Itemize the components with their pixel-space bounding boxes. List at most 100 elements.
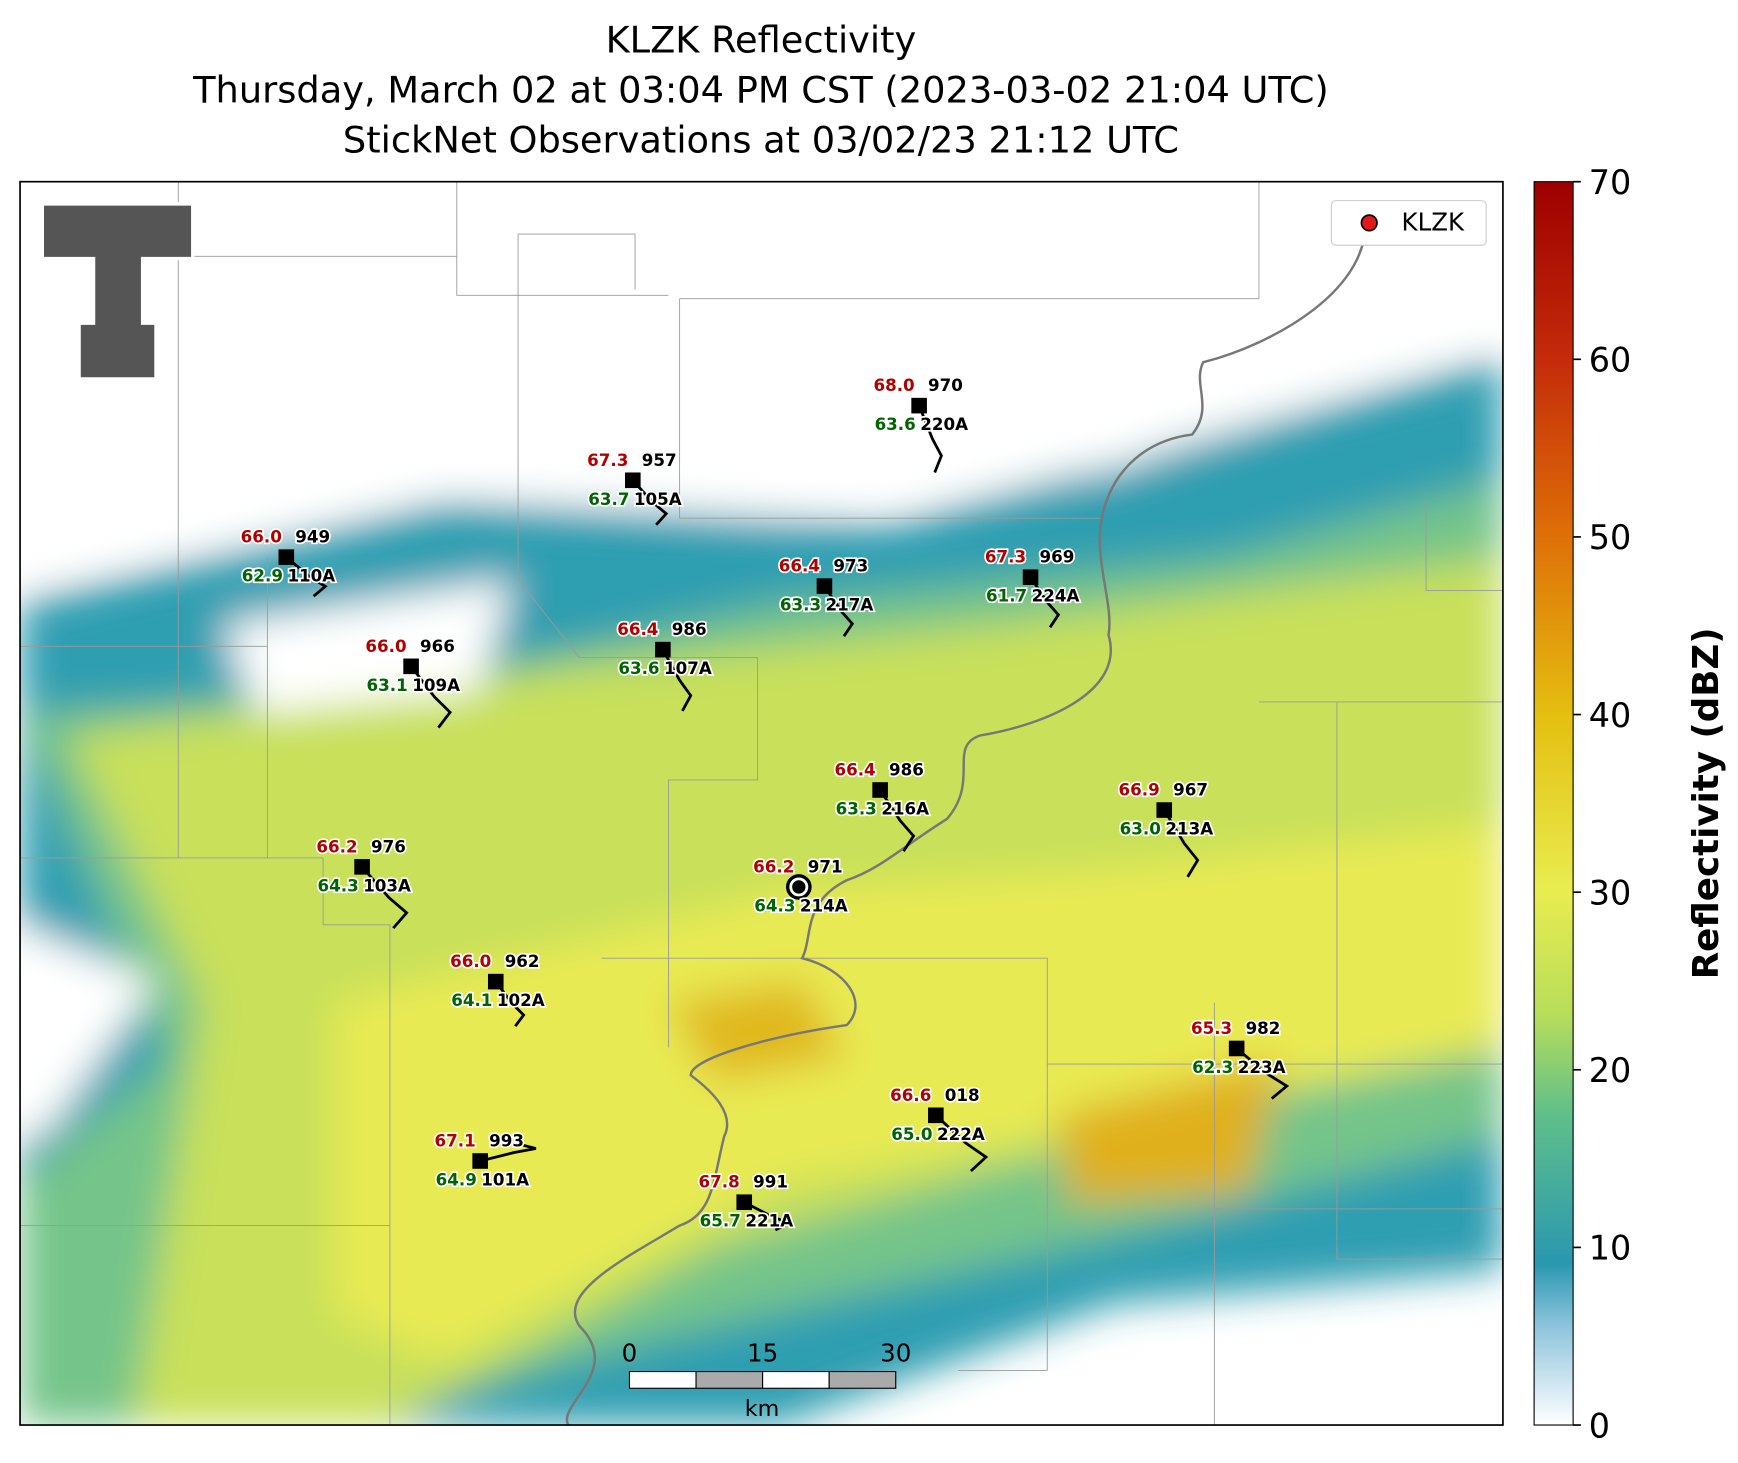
- station-marker: [354, 859, 370, 875]
- title: KLZK Reflectivity: [606, 18, 917, 61]
- temperature: 68.0: [873, 375, 914, 395]
- dewpoint: 65.7: [700, 1211, 741, 1231]
- station-id: 105A: [634, 489, 682, 509]
- temperature: 66.0: [450, 951, 491, 971]
- station-id: 110A: [287, 566, 335, 586]
- wind-barb: [743, 1200, 793, 1232]
- colorbar: [1533, 181, 1574, 1426]
- station-marker: [1228, 1040, 1245, 1057]
- wind-barb: [1163, 809, 1200, 878]
- colorbar-tick-label: 10: [1589, 1229, 1632, 1268]
- scale-bar-segment: [762, 1370, 830, 1389]
- dewpoint: 62.9: [242, 566, 283, 586]
- scale-bar-label: 30: [880, 1339, 911, 1368]
- temperature: 66.9: [1119, 780, 1160, 800]
- temperature: 67.8: [699, 1172, 740, 1192]
- dewpoint: 63.6: [618, 658, 659, 678]
- subtitle: StickNet Observations at 03/02/23 21:12 …: [343, 119, 1179, 162]
- scale-bar-label: 15: [747, 1339, 778, 1368]
- dewpoint: 63.6: [875, 414, 916, 434]
- colorbar-tick-label: 40: [1589, 696, 1632, 735]
- colorbar-tick-label: 70: [1589, 163, 1632, 202]
- pressure: 991: [753, 1172, 788, 1192]
- pressure: 976: [371, 836, 406, 856]
- temperature: 66.2: [753, 856, 794, 876]
- temperature: 66.4: [617, 619, 658, 639]
- legend-marker: [1360, 214, 1378, 232]
- station-id: 217A: [826, 595, 874, 615]
- station-marker: [736, 1194, 753, 1211]
- pressure: 969: [1039, 547, 1074, 567]
- dewpoint: 63.1: [367, 675, 408, 695]
- wind-barb: [934, 1114, 989, 1173]
- temperature: 66.0: [241, 527, 282, 547]
- colorbar-tick-label: 30: [1589, 873, 1632, 912]
- colorbar-label: Reflectivity (dBZ): [1686, 627, 1727, 979]
- temperature: 67.3: [587, 450, 628, 470]
- station-marker: [872, 782, 888, 798]
- pressure: 957: [642, 450, 677, 470]
- wind-barb: [917, 405, 943, 473]
- dewpoint: 63.0: [1120, 819, 1161, 839]
- wind-barb: [823, 585, 855, 638]
- temperature: 66.4: [779, 556, 820, 576]
- temperature: 66.2: [316, 836, 357, 856]
- station-id: 216A: [881, 799, 929, 819]
- station-marker: [816, 578, 833, 594]
- pressure: 993: [489, 1131, 524, 1151]
- wind-barb: [631, 479, 669, 526]
- dewpoint: 63.3: [780, 595, 821, 615]
- wind-barb: [409, 665, 452, 729]
- legend: KLZK: [1330, 200, 1487, 246]
- station-marker: [625, 472, 641, 489]
- station-id: 222A: [937, 1124, 985, 1144]
- scale-bar-label: 0: [622, 1339, 638, 1368]
- dewpoint: 63.7: [588, 489, 629, 509]
- station-marker: [792, 880, 806, 894]
- wind-barb: [494, 980, 526, 1028]
- temperature: 67.3: [985, 547, 1026, 567]
- wind-barb: [1029, 576, 1061, 629]
- subtitle: Thursday, March 02 at 03:04 PM CST (2023…: [192, 69, 1329, 112]
- wind-barb: [661, 648, 693, 712]
- temperature: 66.6: [890, 1085, 931, 1105]
- dewpoint: 63.3: [836, 799, 877, 819]
- station-id: 109A: [412, 675, 460, 695]
- radar-field: [20, 181, 1503, 1426]
- station-marker: [1022, 569, 1039, 585]
- pressure: 986: [672, 619, 707, 639]
- wind-barb: [361, 865, 409, 930]
- wind-barb: [878, 789, 916, 853]
- station-id: 214A: [800, 895, 848, 915]
- scale-bar-segment: [695, 1370, 764, 1389]
- station-id: 224A: [1032, 586, 1080, 606]
- wind-barb: [1235, 1047, 1290, 1100]
- colorbar-tick-label: 50: [1589, 518, 1632, 557]
- station-id: 103A: [363, 875, 411, 895]
- dewpoint: 64.3: [754, 895, 795, 915]
- station-marker: [655, 641, 671, 658]
- temperature: 66.0: [365, 636, 406, 656]
- station-marker: [403, 658, 419, 675]
- dewpoint: 61.7: [986, 586, 1027, 606]
- scale-bar-segment: [628, 1370, 697, 1389]
- station-id: 221A: [745, 1211, 793, 1231]
- pressure: 962: [505, 951, 540, 971]
- station-id: 223A: [1238, 1057, 1286, 1077]
- temperature: 66.4: [834, 760, 875, 780]
- dewpoint: 62.3: [1192, 1057, 1233, 1077]
- pressure: 966: [420, 636, 455, 656]
- logo: [40, 202, 195, 381]
- station-marker: [1156, 802, 1173, 818]
- scale-bar-unit: km: [745, 1396, 780, 1422]
- station-id: 101A: [481, 1169, 529, 1189]
- station-id: 213A: [1165, 819, 1213, 839]
- station-marker: [928, 1107, 944, 1124]
- pressure: 973: [833, 556, 868, 576]
- dewpoint: 64.3: [318, 875, 359, 895]
- temperature: 67.1: [435, 1131, 476, 1151]
- temperature: 65.3: [1191, 1018, 1232, 1038]
- wind-barb: [479, 1142, 537, 1163]
- station-marker: [487, 973, 504, 990]
